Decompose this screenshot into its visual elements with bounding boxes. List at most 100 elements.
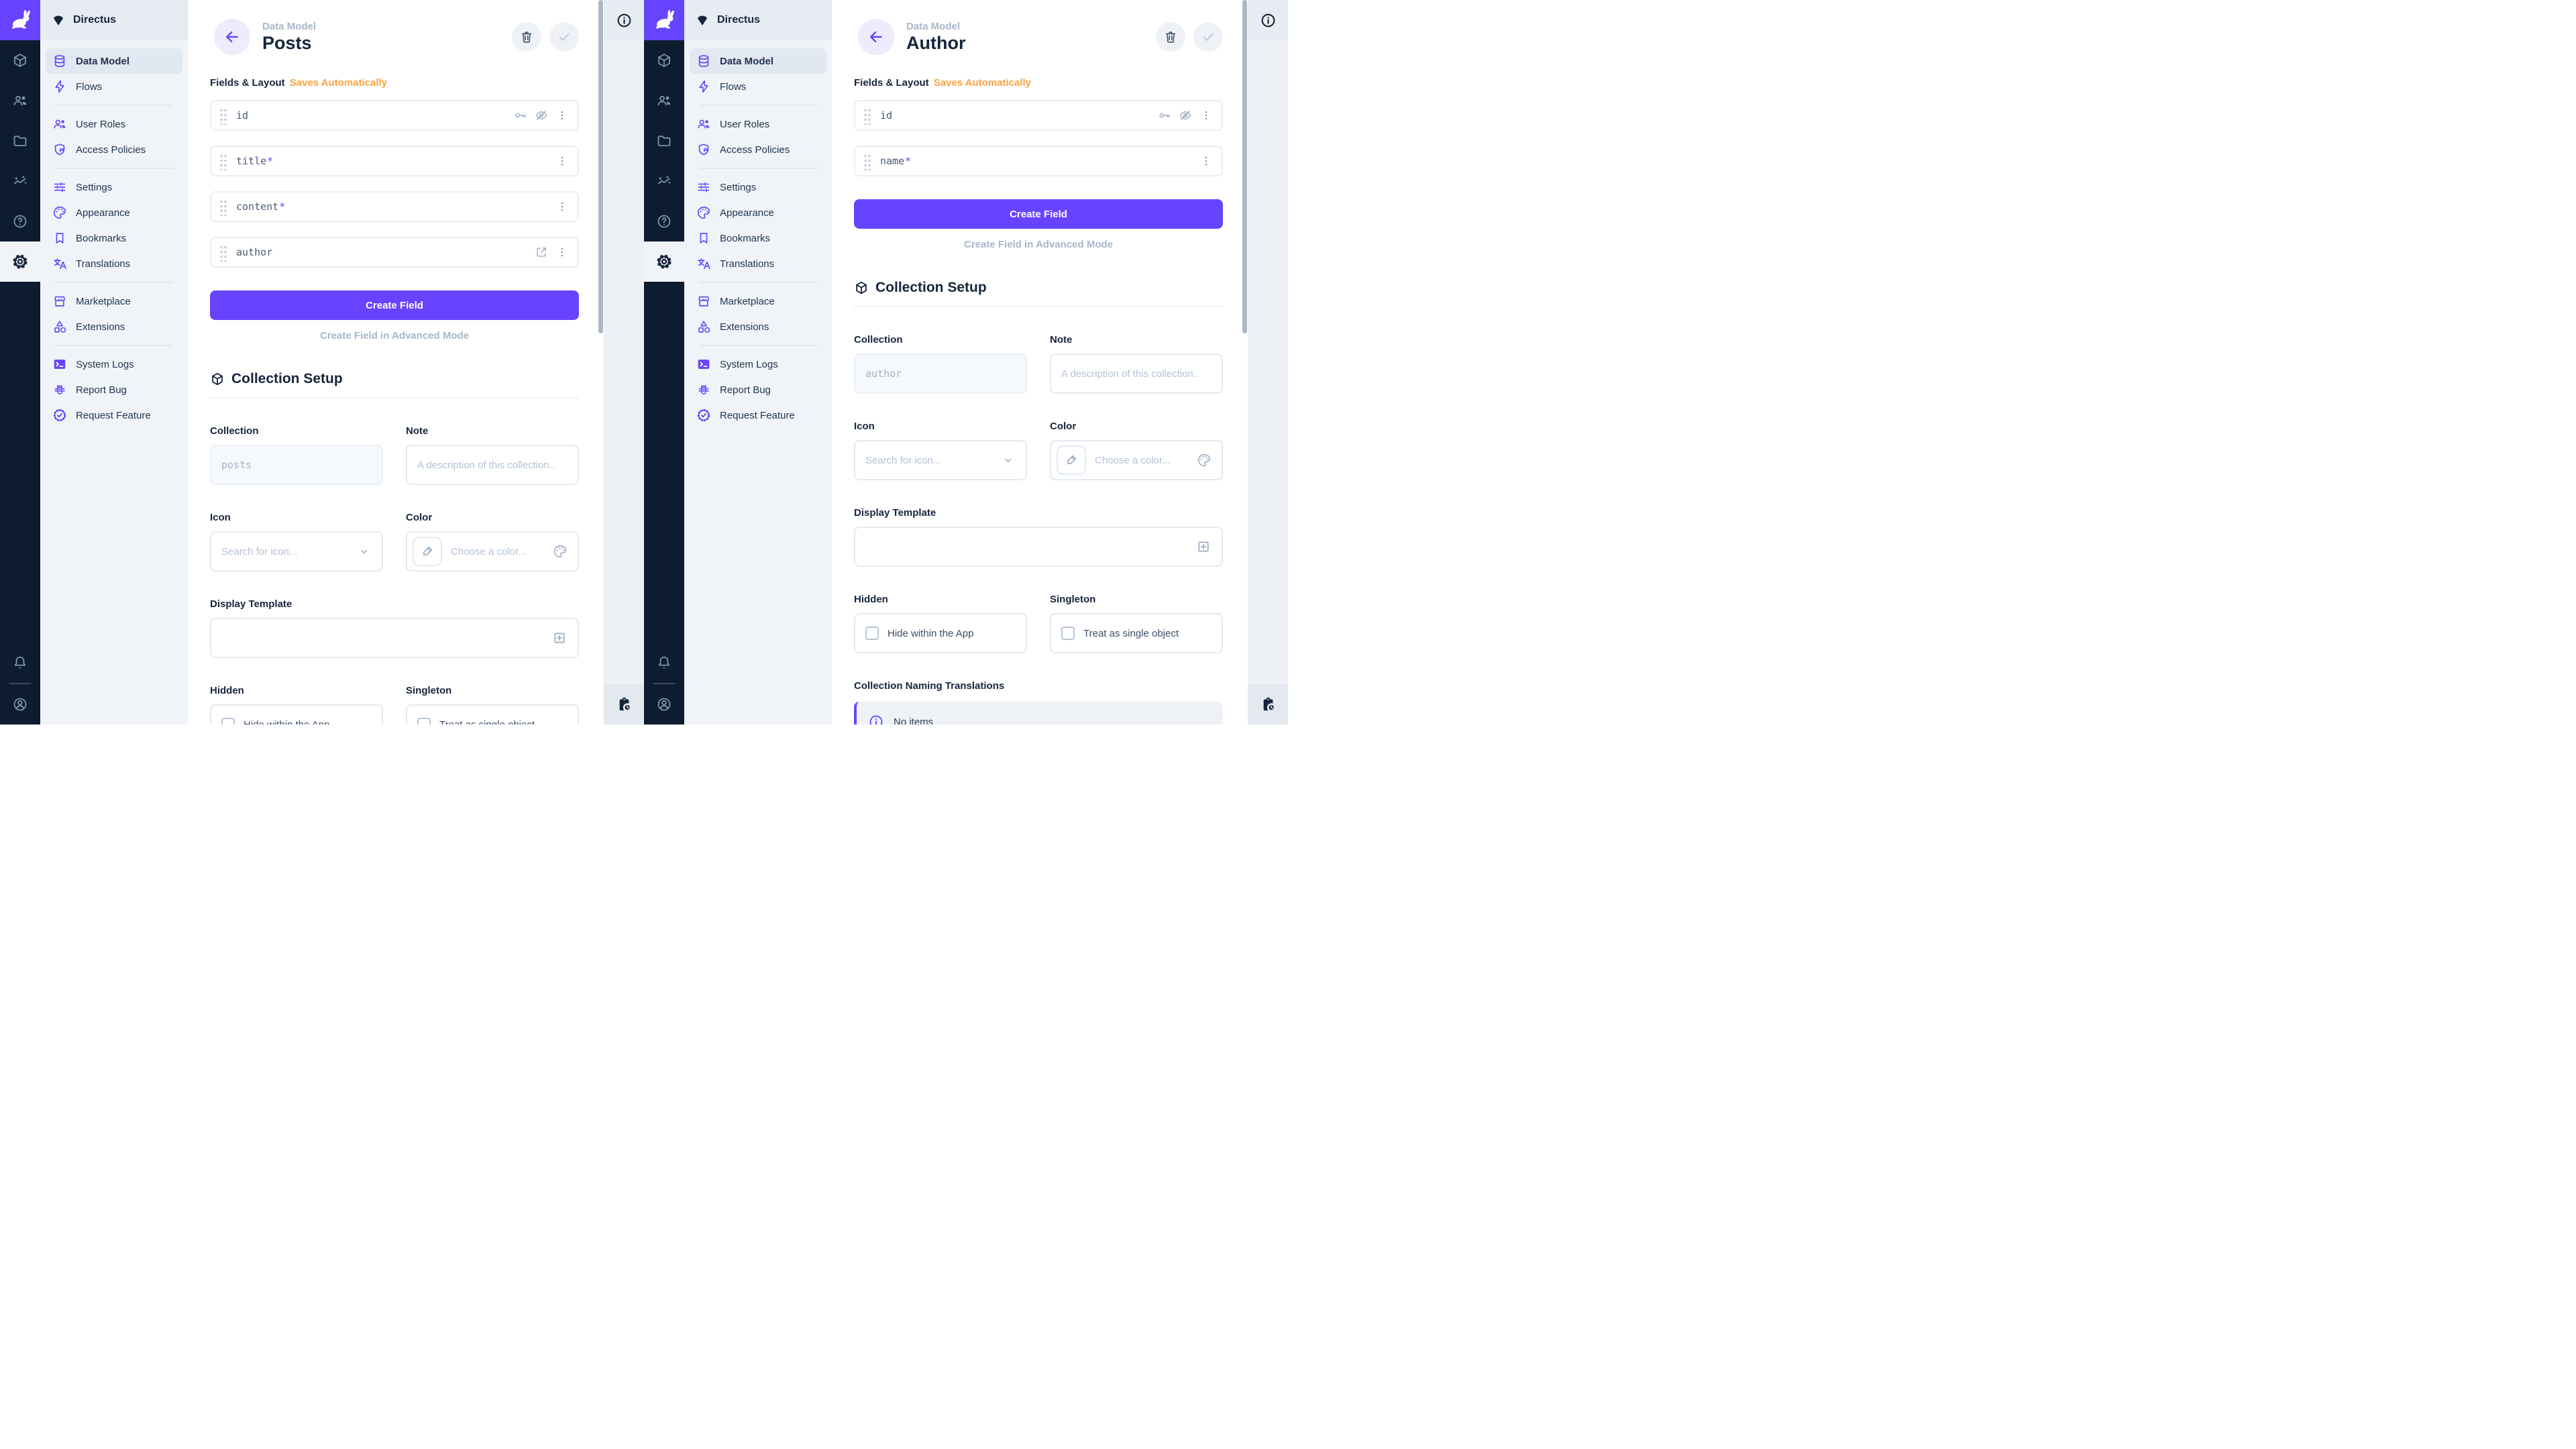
add-field-box-icon[interactable] — [551, 630, 568, 646]
drag-handle-icon[interactable] — [219, 243, 227, 262]
hidden-checkbox[interactable] — [865, 627, 879, 640]
sidebar-item-access-policies[interactable]: Access Policies — [690, 137, 826, 162]
sidebar-item-translations[interactable]: Translations — [690, 251, 826, 276]
more-vertical-icon[interactable] — [1199, 154, 1213, 168]
open-in-new-icon[interactable] — [535, 246, 548, 259]
create-field-advanced-link[interactable]: Create Field in Advanced Mode — [320, 330, 469, 341]
icon-select[interactable]: Search for icon... — [210, 531, 383, 572]
more-vertical-icon[interactable] — [555, 200, 569, 213]
sidebar-item-settings[interactable]: Settings — [690, 174, 826, 200]
sidebar-item-translations[interactable]: Translations — [46, 251, 182, 276]
scrollbar[interactable] — [598, 0, 604, 724]
module-help-button[interactable] — [0, 201, 40, 241]
hidden-toggle[interactable]: Hide within the App — [210, 704, 383, 724]
notifications-button[interactable] — [644, 643, 684, 683]
sidebar-item-access-policies[interactable]: Access Policies — [46, 137, 182, 162]
create-field-button[interactable]: Create Field — [210, 290, 579, 320]
sidebar-item-settings[interactable]: Settings — [46, 174, 182, 200]
sidebar-item-request-feature[interactable]: Request Feature — [46, 402, 182, 428]
sidebar-item-data-model[interactable]: Data Model — [690, 48, 826, 74]
drag-handle-icon[interactable] — [219, 152, 227, 170]
more-vertical-icon[interactable] — [555, 246, 569, 259]
module-help-button[interactable] — [644, 201, 684, 241]
eyedropper-button[interactable] — [1057, 445, 1086, 475]
save-button[interactable] — [549, 22, 579, 52]
add-field-box-icon[interactable] — [1195, 539, 1212, 555]
scrollbar-thumb[interactable] — [1242, 0, 1247, 333]
notifications-button[interactable] — [0, 643, 40, 683]
create-field-button[interactable]: Create Field — [854, 199, 1223, 229]
icon-select[interactable]: Search for icon... — [854, 440, 1027, 480]
sidebar-item-appearance[interactable]: Appearance — [690, 200, 826, 225]
module-content-button[interactable] — [0, 40, 40, 80]
color-field[interactable] — [1095, 454, 1197, 466]
user-menu-button[interactable] — [644, 684, 684, 724]
sidebar-item-system-logs[interactable]: System Logs — [46, 352, 182, 377]
create-field-advanced-link[interactable]: Create Field in Advanced Mode — [964, 239, 1113, 250]
scrollbar-thumb[interactable] — [598, 0, 603, 333]
sidebar-item-flows[interactable]: Flows — [690, 74, 826, 99]
module-insights-button[interactable] — [0, 161, 40, 201]
hidden-checkbox[interactable] — [221, 718, 235, 724]
singleton-checkbox[interactable] — [417, 718, 431, 724]
color-input[interactable] — [1050, 440, 1223, 480]
breadcrumb[interactable]: Data Model — [906, 20, 961, 32]
module-files-button[interactable] — [644, 121, 684, 161]
sidebar-item-marketplace[interactable]: Marketplace — [46, 288, 182, 314]
sidebar-item-bookmarks[interactable]: Bookmarks — [46, 225, 182, 251]
user-menu-button[interactable] — [0, 684, 40, 724]
palette-icon[interactable] — [1197, 453, 1212, 468]
more-vertical-icon[interactable] — [1199, 109, 1213, 122]
color-input[interactable] — [406, 531, 579, 572]
chevron-down-icon[interactable] — [357, 544, 372, 559]
drag-handle-icon[interactable] — [219, 106, 227, 125]
singleton-checkbox[interactable] — [1061, 627, 1075, 640]
singleton-toggle[interactable]: Treat as single object — [406, 704, 579, 724]
display-template-input[interactable] — [854, 527, 1223, 567]
module-users-button[interactable] — [0, 80, 40, 121]
note-field[interactable] — [1061, 368, 1212, 380]
delete-collection-button[interactable] — [1156, 22, 1185, 52]
sidebar-item-flows[interactable]: Flows — [46, 74, 182, 99]
palette-icon[interactable] — [553, 544, 568, 559]
scrollbar[interactable] — [1242, 0, 1248, 724]
module-insights-button[interactable] — [644, 161, 684, 201]
back-button[interactable] — [214, 19, 250, 55]
more-vertical-icon[interactable] — [555, 154, 569, 168]
sidebar-item-marketplace[interactable]: Marketplace — [690, 288, 826, 314]
save-button[interactable] — [1193, 22, 1223, 52]
field-row-author[interactable]: author — [210, 237, 579, 268]
sidebar-item-data-model[interactable]: Data Model — [46, 48, 182, 74]
sidebar-item-report-bug[interactable]: Report Bug — [690, 377, 826, 402]
sidebar-item-appearance[interactable]: Appearance — [46, 200, 182, 225]
back-button[interactable] — [858, 19, 894, 55]
eyedropper-button[interactable] — [413, 537, 442, 566]
note-input[interactable] — [406, 445, 579, 485]
sidebar-item-extensions[interactable]: Extensions — [690, 314, 826, 339]
field-row-id[interactable]: id — [854, 100, 1223, 131]
sidebar-item-system-logs[interactable]: System Logs — [690, 352, 826, 377]
sidebar-item-report-bug[interactable]: Report Bug — [46, 377, 182, 402]
directus-logo[interactable] — [644, 0, 684, 40]
project-header[interactable]: Directus — [684, 0, 832, 40]
info-sidebar-button[interactable] — [1248, 0, 1288, 40]
directus-logo[interactable] — [0, 0, 40, 40]
module-users-button[interactable] — [644, 80, 684, 121]
note-field[interactable] — [417, 459, 568, 471]
module-files-button[interactable] — [0, 121, 40, 161]
field-row-name[interactable]: name* — [854, 146, 1223, 176]
module-settings-button[interactable] — [644, 241, 684, 282]
singleton-toggle[interactable]: Treat as single object — [1050, 613, 1223, 653]
field-row-id[interactable]: id — [210, 100, 579, 131]
module-settings-button[interactable] — [0, 241, 40, 282]
note-input[interactable] — [1050, 354, 1223, 394]
drag-handle-icon[interactable] — [863, 152, 871, 170]
info-sidebar-button[interactable] — [604, 0, 644, 40]
project-header[interactable]: Directus — [40, 0, 188, 40]
field-row-content[interactable]: content* — [210, 191, 579, 222]
color-field[interactable] — [451, 545, 553, 557]
activity-button[interactable] — [604, 684, 644, 724]
delete-collection-button[interactable] — [512, 22, 541, 52]
sidebar-item-request-feature[interactable]: Request Feature — [690, 402, 826, 428]
sidebar-item-user-roles[interactable]: User Roles — [46, 111, 182, 137]
